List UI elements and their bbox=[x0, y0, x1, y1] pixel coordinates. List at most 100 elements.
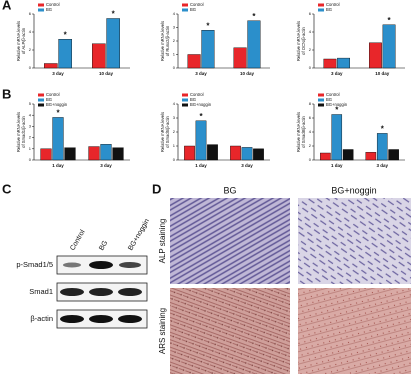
bar bbox=[331, 114, 343, 161]
x-tick-label: 3 day bbox=[100, 163, 112, 168]
legend-swatch bbox=[182, 8, 188, 12]
bar bbox=[388, 149, 399, 161]
y-tick-label: 0 bbox=[173, 157, 176, 162]
y-tick-label: 3 bbox=[173, 25, 176, 30]
legend-label: Control bbox=[46, 2, 60, 7]
significance: * bbox=[206, 21, 210, 30]
column-header: BG bbox=[223, 185, 236, 195]
y-tick-label: 4 bbox=[173, 101, 176, 106]
y-tick-label: 2 bbox=[309, 143, 312, 148]
x-tick-label: 3 day bbox=[376, 163, 388, 168]
bar bbox=[247, 20, 261, 69]
significance: * bbox=[252, 12, 256, 21]
legend-label: BG+noggin bbox=[190, 102, 212, 107]
bar bbox=[58, 39, 72, 69]
y-tick-label: 1 bbox=[173, 143, 176, 148]
panel-label: C bbox=[2, 181, 12, 196]
legend-label: BG+noggin bbox=[46, 102, 68, 107]
legend-label: BG bbox=[326, 7, 332, 12]
y-tick-label: 4 bbox=[309, 129, 312, 134]
y-tick-label: 2 bbox=[309, 47, 312, 52]
blot-band bbox=[118, 315, 142, 323]
lane-label: BG bbox=[98, 240, 109, 252]
legend-swatch bbox=[318, 8, 324, 12]
bar bbox=[184, 145, 195, 161]
y-axis-title: Relative mRNA levels bbox=[160, 21, 165, 61]
y-tick-label: 0 bbox=[173, 65, 176, 70]
x-tick-label: 3 day bbox=[195, 71, 207, 76]
x-tick-label: 3 day bbox=[331, 71, 343, 76]
blot-row-label: p-Smad1/5 bbox=[16, 260, 53, 269]
bar bbox=[100, 144, 112, 161]
column-header: BG+noggin bbox=[331, 185, 376, 195]
y-axis-title: of Smad8/β-actin bbox=[301, 115, 306, 147]
legend-swatch bbox=[182, 93, 188, 97]
y-tick-label: 0 bbox=[29, 157, 32, 162]
y-axis-title: Relative mRNA levels bbox=[296, 112, 301, 152]
x-tick-label: 3 day bbox=[52, 71, 64, 76]
bar bbox=[52, 117, 64, 161]
bar bbox=[342, 149, 354, 161]
y-tick-label: 1 bbox=[173, 52, 176, 57]
legend-swatch bbox=[318, 93, 324, 97]
significance: * bbox=[335, 106, 339, 115]
bar bbox=[337, 57, 351, 69]
legend-swatch bbox=[318, 3, 324, 7]
legend-swatch bbox=[318, 98, 324, 102]
row-label: ALP staining bbox=[158, 219, 167, 264]
x-tick-label: 1 day bbox=[52, 163, 64, 168]
blot-band bbox=[89, 315, 113, 323]
blot-band bbox=[89, 288, 113, 296]
y-tick-label: 3 bbox=[173, 115, 176, 120]
bar bbox=[365, 152, 377, 161]
y-axis-title: of Smad5/β-actin bbox=[165, 115, 170, 147]
blot-band bbox=[63, 262, 81, 268]
y-tick-label: 4 bbox=[173, 11, 176, 16]
x-tick-label: 1 day bbox=[331, 163, 343, 168]
ars-image-noggin bbox=[298, 288, 411, 374]
blot-band bbox=[118, 288, 142, 296]
y-tick-label: 6 bbox=[309, 11, 312, 16]
bar bbox=[207, 144, 218, 161]
legend-label: BG bbox=[190, 97, 196, 102]
bar bbox=[323, 58, 337, 69]
y-tick-label: 6 bbox=[309, 115, 312, 120]
legend-swatch bbox=[38, 3, 44, 7]
lane-label: Control bbox=[69, 228, 87, 251]
legend-swatch bbox=[182, 103, 188, 107]
legend-label: BG+noggin bbox=[326, 102, 348, 107]
y-axis-title: of ALP/β-actin bbox=[21, 27, 26, 54]
legend-swatch bbox=[38, 93, 44, 97]
bar bbox=[241, 147, 253, 161]
bar bbox=[320, 152, 331, 161]
bar bbox=[201, 30, 215, 69]
legend-label: BG bbox=[46, 7, 52, 12]
y-axis-title: Relative mRNA levels bbox=[16, 112, 21, 152]
panel-label: A bbox=[2, 0, 12, 12]
x-tick-label: 10 day bbox=[375, 71, 390, 76]
blot-band bbox=[119, 262, 141, 268]
significance: * bbox=[388, 16, 392, 25]
alp-image-noggin bbox=[298, 198, 411, 284]
bar bbox=[88, 146, 100, 161]
y-tick-label: 6 bbox=[29, 11, 32, 16]
bar bbox=[40, 148, 52, 161]
y-axis-title: Relative mRNA levels bbox=[296, 21, 301, 61]
y-tick-label: 0 bbox=[309, 157, 312, 162]
legend-swatch bbox=[38, 103, 44, 107]
bar bbox=[369, 42, 382, 69]
legend-swatch bbox=[38, 98, 44, 102]
bar bbox=[382, 24, 396, 69]
panel-label: D bbox=[152, 181, 161, 196]
y-tick-label: 4 bbox=[309, 29, 312, 34]
legend-label: Control bbox=[190, 92, 204, 97]
y-tick-label: 0 bbox=[309, 65, 312, 70]
bar bbox=[106, 18, 120, 69]
legend-swatch bbox=[182, 98, 188, 102]
y-tick-label: 8 bbox=[309, 101, 312, 106]
bar bbox=[91, 43, 106, 69]
bar bbox=[195, 120, 207, 161]
legend-label: Control bbox=[326, 2, 340, 7]
lane-label: BG+noggin bbox=[127, 218, 151, 252]
significance: * bbox=[381, 125, 385, 134]
